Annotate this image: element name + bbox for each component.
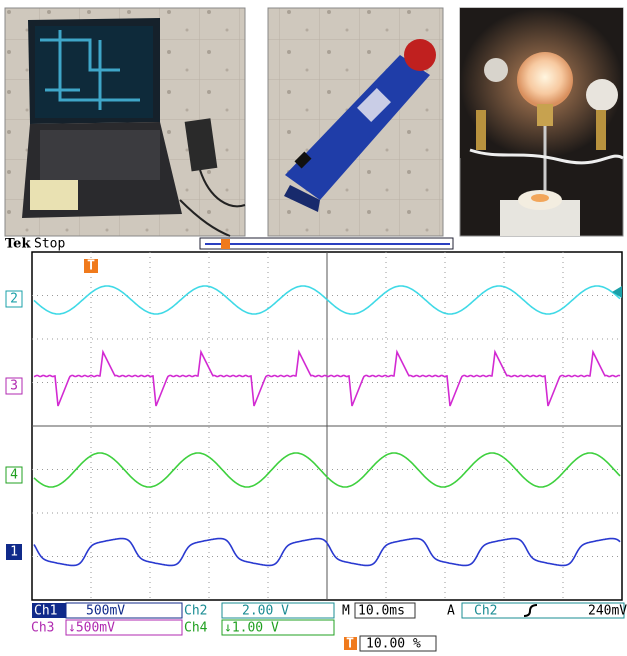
ch2-marker: 2 bbox=[10, 292, 18, 307]
ch4-scale: ↓1.00 V bbox=[224, 621, 279, 636]
ch1-label: Ch1 bbox=[34, 604, 57, 619]
ch1-marker: 1 bbox=[10, 545, 18, 560]
photo-lamp bbox=[460, 8, 623, 236]
ch4-label: Ch4 bbox=[184, 621, 208, 636]
trigger-marker: T bbox=[84, 259, 98, 274]
ch3-scale: ↓500mV bbox=[68, 621, 115, 636]
photo-heat-gun bbox=[268, 8, 443, 236]
trigger-source: Ch2 bbox=[474, 604, 497, 619]
timebase-value: 10.0ms bbox=[358, 604, 405, 619]
trigger-label: A bbox=[447, 604, 455, 619]
ch3-marker: 3 bbox=[10, 379, 18, 394]
ch2-scale: 2.00 V bbox=[242, 604, 289, 619]
ch1-scale: 500mV bbox=[86, 604, 125, 619]
page: Tek Stop T 2 3 4 1 Ch1 500mV Ch2 2.00 V … bbox=[0, 0, 627, 652]
position-value: 10.00 % bbox=[366, 637, 421, 652]
ch2-label: Ch2 bbox=[184, 604, 207, 619]
trigger-pos-icon bbox=[221, 239, 230, 249]
trigger-level: 240mV bbox=[588, 604, 627, 619]
status: Stop bbox=[34, 237, 65, 252]
readouts: Ch1 500mV Ch2 2.00 V M 10.0ms A Ch2 240m… bbox=[31, 603, 627, 652]
photo-laptop bbox=[5, 8, 245, 236]
ch4-marker: 4 bbox=[10, 468, 18, 483]
ch3-label: Ch3 bbox=[31, 621, 54, 636]
position-icon: T bbox=[346, 637, 354, 652]
brand: Tek bbox=[5, 237, 31, 252]
timebase-label: M bbox=[342, 604, 350, 619]
trigger-marker-label: T bbox=[87, 259, 95, 274]
